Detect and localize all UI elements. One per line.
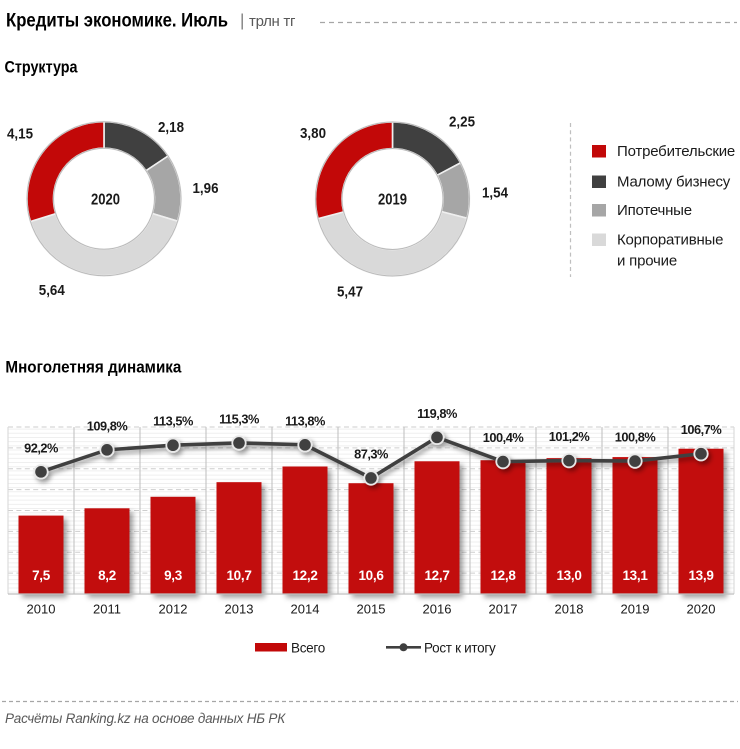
svg-text:10,6: 10,6 [358,568,384,583]
svg-text:119,8%: 119,8% [417,406,458,421]
svg-text:Рост к итогу: Рост к итогу [424,641,496,656]
svg-text:2015: 2015 [357,602,386,617]
svg-text:трлн тг: трлн тг [249,13,296,30]
svg-text:10,7: 10,7 [226,568,251,583]
svg-text:115,3%: 115,3% [219,411,260,426]
svg-text:12,2: 12,2 [292,568,317,583]
svg-text:2,25: 2,25 [449,113,475,130]
svg-text:4,15: 4,15 [7,126,33,143]
svg-text:113,5%: 113,5% [153,414,194,429]
svg-text:2020: 2020 [91,192,120,209]
svg-text:92,2%: 92,2% [24,440,59,455]
svg-text:13,1: 13,1 [622,568,648,583]
svg-text:2016: 2016 [423,602,452,617]
svg-text:1,96: 1,96 [193,180,219,197]
svg-text:5,64: 5,64 [39,282,66,299]
svg-text:2017: 2017 [489,602,518,617]
svg-text:Многолетняя динамика: Многолетняя динамика [5,359,182,377]
svg-text:Ипотечные: Ипотечные [617,202,692,219]
svg-text:Корпоративные: Корпоративные [617,232,723,249]
svg-text:2010: 2010 [27,602,56,617]
svg-text:2019: 2019 [378,192,407,209]
svg-text:9,3: 9,3 [164,568,183,583]
svg-text:5,47: 5,47 [337,283,363,300]
svg-text:109,8%: 109,8% [87,418,129,433]
svg-text:2019: 2019 [621,602,650,617]
svg-text:2020: 2020 [687,602,716,617]
svg-text:Расчёты Ranking.kz на основе д: Расчёты Ranking.kz на основе данных НБ Р… [5,711,286,726]
svg-text:100,4%: 100,4% [483,430,525,445]
svg-text:Кредиты экономике. Июль: Кредиты экономике. Июль [6,10,228,31]
svg-text:и прочие: и прочие [617,253,677,270]
svg-text:3,80: 3,80 [300,125,326,142]
svg-text:12,7: 12,7 [424,568,449,583]
svg-text:1,54: 1,54 [482,184,509,201]
svg-text:2018: 2018 [555,602,584,617]
svg-text:106,7%: 106,7% [681,422,723,437]
svg-text:113,8%: 113,8% [285,413,326,428]
svg-text:Потребительские: Потребительские [617,143,735,160]
svg-text:13,0: 13,0 [556,568,581,583]
svg-text:2011: 2011 [93,602,121,617]
svg-text:7,5: 7,5 [32,568,51,583]
svg-text:Малому бизнесу: Малому бизнесу [617,174,731,191]
svg-text:Структура: Структура [5,58,79,76]
svg-text:87,3%: 87,3% [354,446,389,461]
svg-text:2014: 2014 [291,602,320,617]
svg-text:100,8%: 100,8% [615,430,657,445]
svg-text:8,2: 8,2 [98,568,116,583]
svg-text:Всего: Всего [291,641,325,656]
svg-text:13,9: 13,9 [688,568,713,583]
svg-text:2,18: 2,18 [158,119,184,136]
svg-text:2013: 2013 [225,602,254,617]
svg-text:2012: 2012 [159,602,188,617]
svg-text:101,2%: 101,2% [549,429,591,444]
svg-text:12,8: 12,8 [490,568,516,583]
